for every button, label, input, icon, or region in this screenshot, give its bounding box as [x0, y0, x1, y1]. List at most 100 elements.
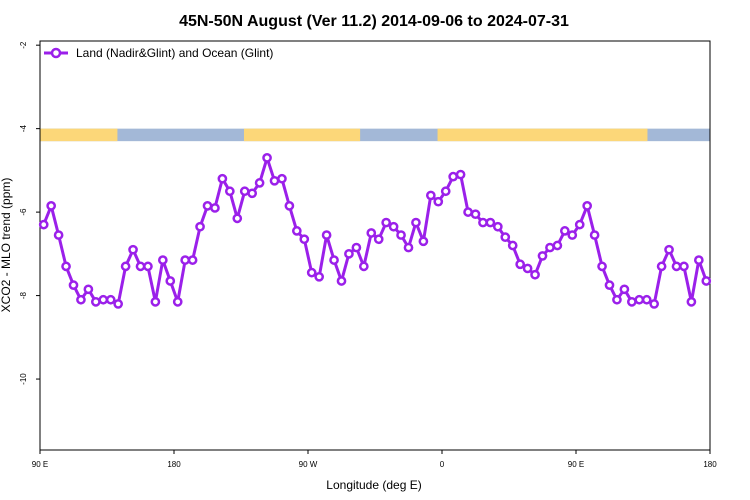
data-point	[530, 269, 540, 280]
data-point	[232, 213, 243, 224]
data-point	[589, 230, 600, 240]
data-point	[425, 190, 436, 201]
data-point	[202, 201, 213, 211]
land-band	[243, 128, 361, 142]
data-point	[373, 234, 384, 245]
data-point	[411, 217, 421, 228]
data-point	[693, 255, 704, 265]
data-point	[671, 261, 682, 272]
data-point	[38, 219, 49, 230]
data-point	[649, 299, 660, 309]
data-point	[626, 296, 637, 307]
y-tick-label: -4	[19, 125, 28, 133]
data-point	[128, 244, 138, 255]
data-point	[157, 255, 168, 265]
data-point	[53, 230, 64, 240]
data-point	[470, 209, 481, 220]
x-tick-label: 180	[167, 460, 181, 469]
data-point	[396, 230, 406, 240]
data-point	[143, 261, 153, 272]
data-point	[679, 261, 689, 272]
data-point	[619, 284, 630, 295]
data-point	[299, 234, 310, 245]
data-point	[634, 294, 645, 305]
data-point	[90, 296, 101, 307]
data-point	[336, 276, 347, 286]
data-point	[165, 276, 176, 286]
data-point	[224, 186, 235, 197]
land-band	[40, 128, 118, 142]
data-point	[269, 175, 280, 186]
y-tick-label: -10	[19, 373, 28, 385]
data-point	[329, 255, 339, 265]
data-point	[455, 169, 466, 180]
x-tick-label: 90 E	[32, 460, 48, 469]
series-layer	[38, 153, 712, 309]
data-point	[403, 242, 414, 253]
data-point	[574, 219, 585, 230]
data-point	[306, 267, 317, 278]
data-point	[701, 276, 712, 286]
legend: Land (Nadir&Glint) and Ocean (Glint)	[44, 46, 273, 60]
data-point	[507, 240, 518, 251]
data-point	[135, 261, 146, 272]
chart-title: 45N-50N August (Ver 11.2) 2014-09-06 to …	[179, 13, 569, 30]
y-axis: -2 -4 -6 -8 -10	[19, 41, 40, 385]
data-point	[76, 294, 86, 305]
data-point	[172, 296, 183, 307]
data-point	[664, 244, 674, 255]
data-point	[604, 280, 615, 290]
data-point	[485, 217, 496, 228]
data-point	[582, 201, 593, 211]
x-axis-label: Longitude (deg E)	[326, 478, 421, 492]
data-point	[254, 178, 265, 188]
y-tick-label: -8	[19, 291, 28, 299]
data-point	[217, 173, 228, 184]
data-point	[448, 171, 459, 182]
data-point	[239, 186, 250, 197]
data-point	[656, 261, 667, 272]
data-point	[515, 259, 526, 270]
data-point	[277, 173, 287, 184]
x-tick-label: 90 E	[568, 460, 584, 469]
data-point	[433, 196, 444, 207]
data-point	[187, 255, 198, 265]
data-point	[105, 294, 116, 305]
x-axis: 90 E 180 90 W 0 90 E 180	[32, 450, 717, 469]
data-point	[284, 201, 295, 211]
data-point	[314, 271, 325, 282]
data-point	[381, 217, 392, 228]
data-point	[545, 242, 555, 253]
map-strip	[40, 128, 710, 142]
data-point	[68, 280, 79, 290]
data-point	[321, 230, 332, 240]
plot-frame	[39, 40, 711, 451]
data-point	[537, 251, 548, 261]
data-point	[492, 221, 503, 232]
data-point	[344, 248, 354, 259]
data-point	[388, 221, 399, 232]
data-point	[686, 296, 697, 307]
land-band	[437, 128, 648, 142]
data-point	[500, 232, 511, 243]
x-tick-label: 0	[440, 460, 445, 469]
y-tick-label: -2	[19, 41, 28, 49]
x-tick-label: 90 W	[299, 460, 318, 469]
data-point	[366, 228, 377, 238]
series-line	[42, 156, 708, 306]
data-point	[358, 261, 369, 272]
data-point	[113, 299, 124, 309]
data-point	[559, 226, 570, 236]
data-point	[291, 226, 302, 236]
data-point	[440, 186, 451, 197]
data-point	[262, 153, 272, 163]
data-point	[98, 294, 109, 305]
data-point	[247, 188, 258, 199]
data-point	[180, 255, 191, 265]
data-point	[61, 261, 71, 272]
data-point	[522, 263, 533, 274]
data-point	[463, 207, 473, 217]
data-point	[597, 261, 607, 272]
data-point	[120, 261, 131, 272]
